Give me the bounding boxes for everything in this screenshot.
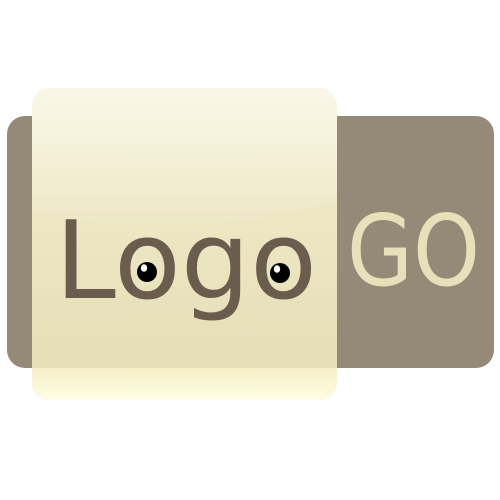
gloss-highlight	[32, 88, 337, 400]
logo-word-main: Logo	[55, 199, 317, 324]
logo-word-suffix: GO	[347, 195, 480, 309]
eye-icon	[270, 263, 290, 283]
eye-icon	[137, 262, 157, 282]
